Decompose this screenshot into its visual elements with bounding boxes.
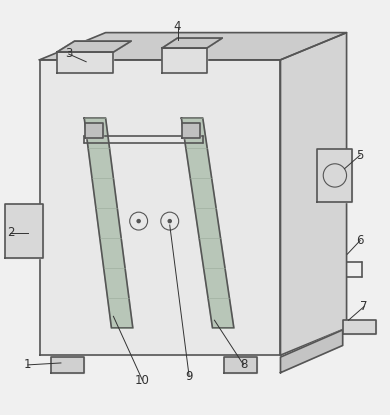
Polygon shape	[85, 123, 103, 137]
Circle shape	[168, 220, 171, 223]
Text: 8: 8	[240, 359, 247, 371]
Polygon shape	[343, 320, 376, 334]
Text: 7: 7	[360, 300, 368, 313]
Polygon shape	[5, 204, 43, 258]
Polygon shape	[39, 33, 347, 60]
Text: 1: 1	[24, 359, 32, 371]
Polygon shape	[224, 357, 257, 373]
Text: 5: 5	[356, 149, 364, 161]
Text: 10: 10	[135, 374, 150, 387]
Polygon shape	[57, 52, 113, 73]
Polygon shape	[51, 357, 84, 373]
Polygon shape	[39, 60, 280, 355]
Polygon shape	[57, 41, 131, 52]
Circle shape	[137, 220, 140, 223]
Polygon shape	[162, 38, 222, 48]
Polygon shape	[280, 330, 343, 373]
Polygon shape	[181, 118, 234, 328]
Polygon shape	[182, 123, 200, 137]
Text: 2: 2	[7, 226, 14, 239]
Polygon shape	[280, 33, 347, 355]
Text: 9: 9	[185, 370, 193, 383]
Text: 4: 4	[174, 20, 181, 33]
Text: 3: 3	[65, 47, 73, 61]
Polygon shape	[162, 48, 207, 73]
Polygon shape	[317, 149, 353, 202]
Polygon shape	[84, 118, 133, 328]
Text: 6: 6	[356, 234, 364, 247]
